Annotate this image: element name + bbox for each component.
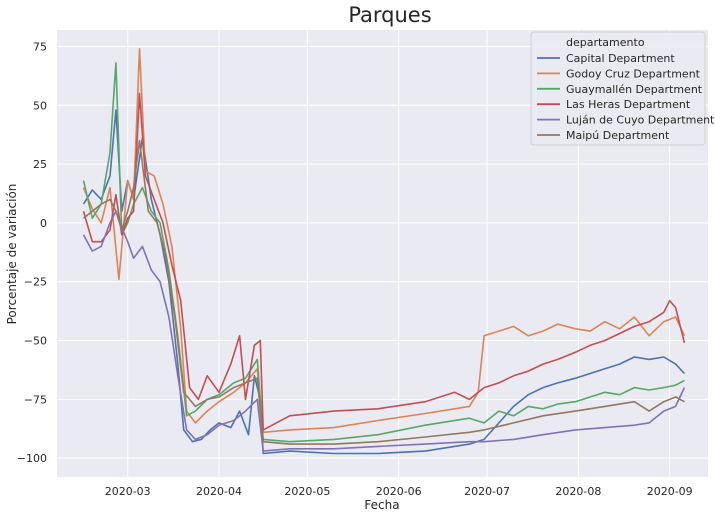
- legend-entry-label: Godoy Cruz Department: [566, 67, 701, 80]
- x-tick-label: 2020-03: [105, 485, 151, 498]
- series-line: [82, 92, 686, 431]
- series-line: [82, 47, 686, 434]
- y-tick-label: 50: [33, 99, 47, 112]
- x-tick-labels: 2020-03 2020-04 2020-05 2020-06 2020-07 2020-…: [105, 485, 693, 498]
- chart-title: Parques: [348, 3, 431, 27]
- legend-box: [530, 31, 706, 146]
- x-tick-label: 2020-04: [196, 485, 242, 498]
- series-line: [83, 139, 685, 445]
- y-tick-label: −50: [24, 335, 47, 348]
- x-tick-label: 2020-09: [647, 485, 693, 498]
- y-tick-label: 25: [33, 158, 47, 171]
- y-tick-label: −75: [24, 393, 47, 406]
- x-tick-label: 2020-06: [376, 485, 422, 498]
- y-tick-label: −100: [17, 452, 47, 465]
- x-tick-label: 2020-08: [555, 485, 601, 498]
- y-tick-label: −25: [24, 276, 47, 289]
- grid: [57, 30, 708, 477]
- y-tick-labels: 75 50 25 0 −25 −50 −75 −100: [17, 40, 47, 465]
- legend-entry-label: Las Heras Department: [566, 98, 691, 111]
- series-lines: [82, 47, 686, 455]
- series-line: [82, 210, 686, 452]
- x-tick-label: 2020-07: [464, 485, 510, 498]
- legend-entries: Capital Department Godoy Cruz Department G…: [537, 52, 715, 142]
- legend-title: departamento: [566, 36, 645, 49]
- legend-entry-label: Luján de Cuyo Department: [566, 114, 715, 127]
- y-tick-label: 75: [33, 40, 47, 53]
- legend-entry-label: Guaymallén Department: [566, 83, 703, 96]
- x-tick-label: 2020-05: [284, 485, 330, 498]
- legend-entry-label: Capital Department: [566, 52, 675, 65]
- x-axis-label: Fecha: [364, 498, 399, 512]
- y-tick-label: 0: [40, 217, 47, 230]
- legend: departamento Capital Department Godoy Cru…: [530, 31, 715, 146]
- legend-entry-label: Maipú Department: [566, 129, 670, 142]
- y-axis-label: Porcentaje de variación: [5, 184, 19, 325]
